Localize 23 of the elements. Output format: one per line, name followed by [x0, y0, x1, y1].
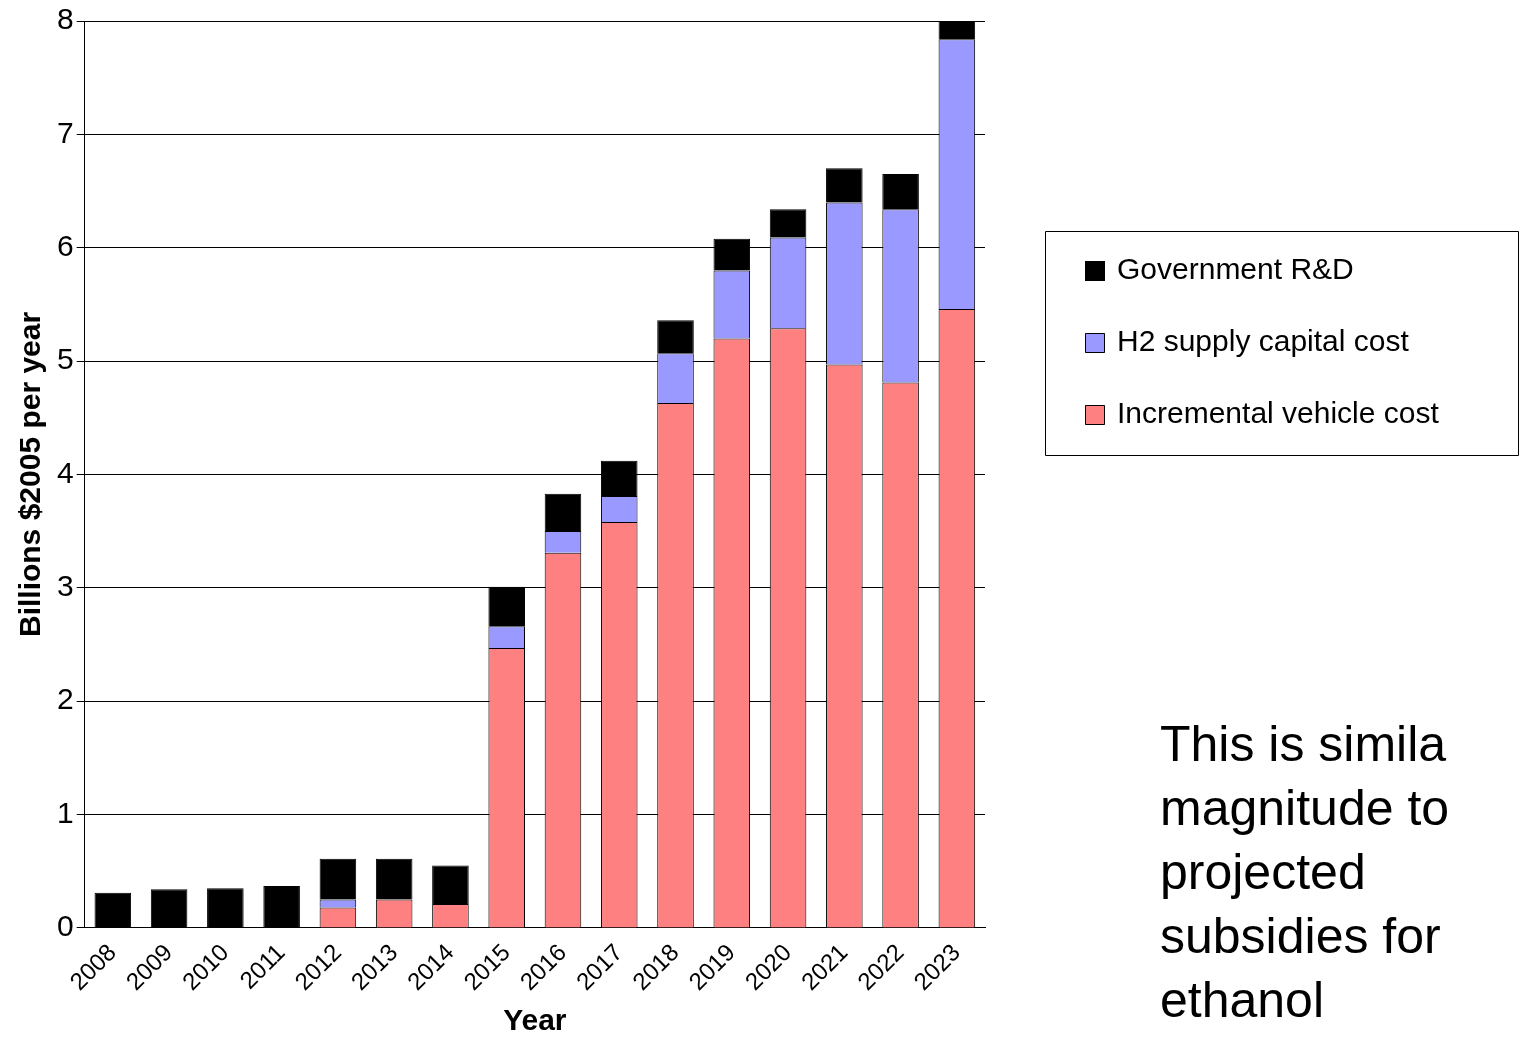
legend-label: H2 supply capital cost	[1117, 324, 1410, 358]
bar	[94, 892, 132, 928]
y-tick-label: 7	[57, 115, 74, 149]
y-axis-title: Billions $2005 per year	[13, 311, 47, 638]
legend-label: Government R&D	[1117, 252, 1354, 286]
bar	[207, 888, 244, 928]
bar	[882, 174, 919, 210]
bar	[150, 889, 188, 928]
y-tick-label: 2	[57, 682, 74, 716]
text: This is simila magnitude to projected subsidies for ethanol	[1160, 715, 1451, 1030]
y-tick-label: 3	[57, 569, 74, 603]
y-tick-label: 6	[57, 228, 74, 262]
legend-label: Incremental vehicle cost	[1117, 396, 1440, 430]
y-tick-label: 5	[57, 342, 74, 376]
bar	[826, 168, 863, 203]
y-tick-label: 0	[57, 909, 74, 943]
y-tick-label: 8	[57, 2, 74, 36]
bar	[432, 865, 469, 905]
y-tick-label: 1	[57, 795, 74, 829]
bar	[263, 885, 300, 928]
y-tick-label: 4	[57, 455, 74, 489]
x-axis-title: Year	[503, 1003, 567, 1037]
bar	[657, 320, 694, 354]
